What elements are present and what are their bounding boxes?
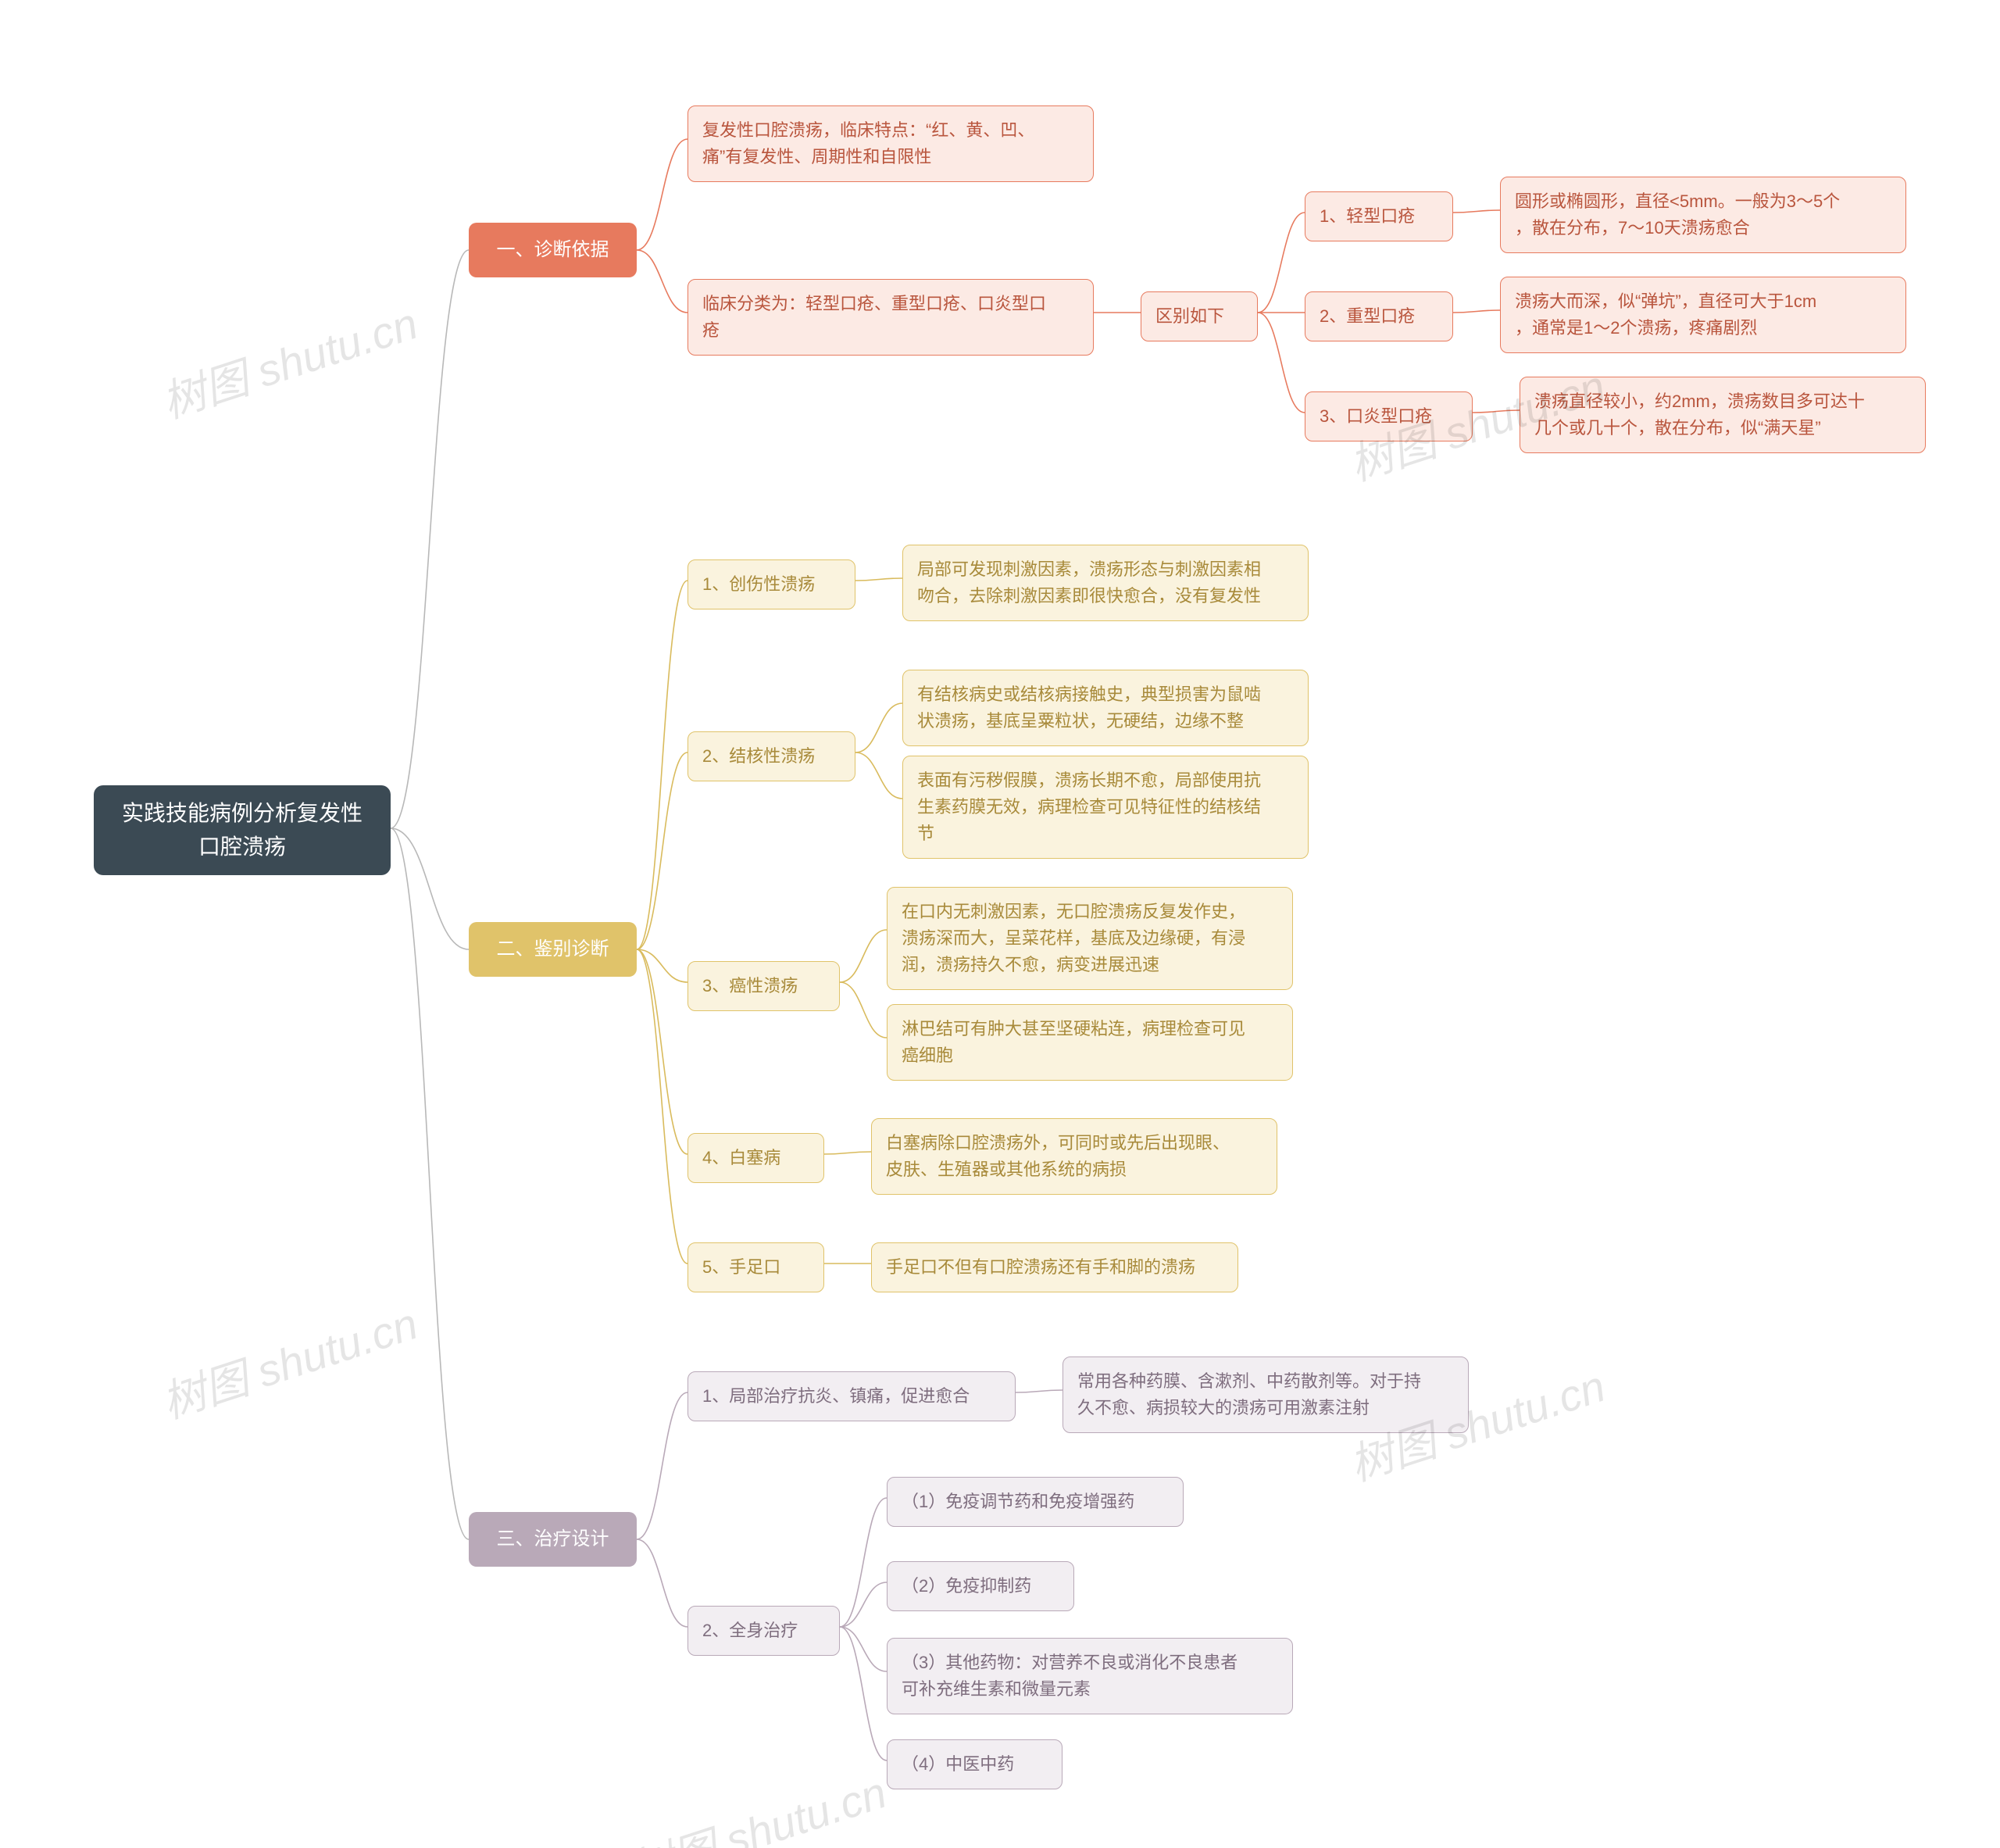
leaf-node: （3）其他药物：对营养不良或消化不良患者 可补充维生素和微量元素 [887, 1638, 1293, 1714]
leaf-node: 表面有污秽假膜，溃疡长期不愈，局部使用抗 生素药膜无效，病理检查可见特征性的结核… [902, 756, 1309, 859]
leaf-node: （1）免疫调节药和免疫增强药 [887, 1477, 1184, 1527]
mindmap-canvas: { "meta": { "canvas": { "width": 2560, "… [0, 0, 2000, 1848]
leaf-node: 临床分类为：轻型口疮、重型口疮、口炎型口 疮 [688, 279, 1094, 356]
leaf-node: 白塞病除口腔溃疡外，可同时或先后出现眼、 皮肤、生殖器或其他系统的病损 [871, 1118, 1277, 1195]
leaf-node: 2、重型口疮 [1305, 291, 1453, 341]
leaf-node: 5、手足口 [688, 1242, 824, 1292]
leaf-node: （2）免疫抑制药 [887, 1561, 1074, 1611]
leaf-node: 圆形或椭圆形，直径<5mm。一般为3～5个 ，散在分布，7～10天溃疡愈合 [1500, 177, 1906, 253]
leaf-node: 1、局部治疗抗炎、镇痛，促进愈合 [688, 1371, 1016, 1421]
branch-node: 三、治疗设计 [469, 1512, 637, 1567]
leaf-node: 常用各种药膜、含漱剂、中药散剂等。对于持 久不愈、病损较大的溃疡可用激素注射 [1062, 1357, 1469, 1433]
leaf-node: 手足口不但有口腔溃疡还有手和脚的溃疡 [871, 1242, 1238, 1292]
leaf-node: 2、结核性溃疡 [688, 731, 855, 781]
leaf-node: 1、创伤性溃疡 [688, 559, 855, 609]
leaf-node: 有结核病史或结核病接触史，典型损害为鼠啮 状溃疡，基底呈粟粒状，无硬结，边缘不整 [902, 670, 1309, 746]
leaf-node: 局部可发现刺激因素，溃疡形态与刺激因素相 吻合，去除刺激因素即很快愈合，没有复发… [902, 545, 1309, 621]
leaf-node: 3、癌性溃疡 [688, 961, 840, 1011]
leaf-node: 溃疡大而深，似“弹坑”，直径可大于1cm ，通常是1～2个溃疡，疼痛剧烈 [1500, 277, 1906, 353]
leaf-node: 2、全身治疗 [688, 1606, 840, 1656]
branch-node: 二、鉴别诊断 [469, 922, 637, 977]
leaf-node: 在口内无刺激因素，无口腔溃疡反复发作史， 溃疡深而大，呈菜花样，基底及边缘硬，有… [887, 887, 1293, 990]
leaf-node: 复发性口腔溃疡，临床特点：“红、黄、凹、 痛”有复发性、周期性和自限性 [688, 105, 1094, 182]
leaf-node: 区别如下 [1141, 291, 1258, 341]
watermark: 树图 shutu.cn [153, 1289, 425, 1432]
leaf-node: （4）中医中药 [887, 1739, 1062, 1789]
leaf-node: 1、轻型口疮 [1305, 191, 1453, 241]
leaf-node: 溃疡直径较小，约2mm，溃疡数目多可达十 几个或几十个，散在分布，似“满天星” [1520, 377, 1926, 453]
leaf-node: 4、白塞病 [688, 1133, 824, 1183]
branch-node: 一、诊断依据 [469, 223, 637, 277]
leaf-node: 淋巴结可有肿大甚至坚硬粘连，病理检查可见 癌细胞 [887, 1004, 1293, 1081]
watermark: 树图 shutu.cn [622, 1758, 894, 1848]
root-node: 实践技能病例分析复发性 口腔溃疡 [94, 785, 391, 875]
watermark: 树图 shutu.cn [153, 289, 425, 431]
leaf-node: 3、口炎型口疮 [1305, 391, 1473, 441]
